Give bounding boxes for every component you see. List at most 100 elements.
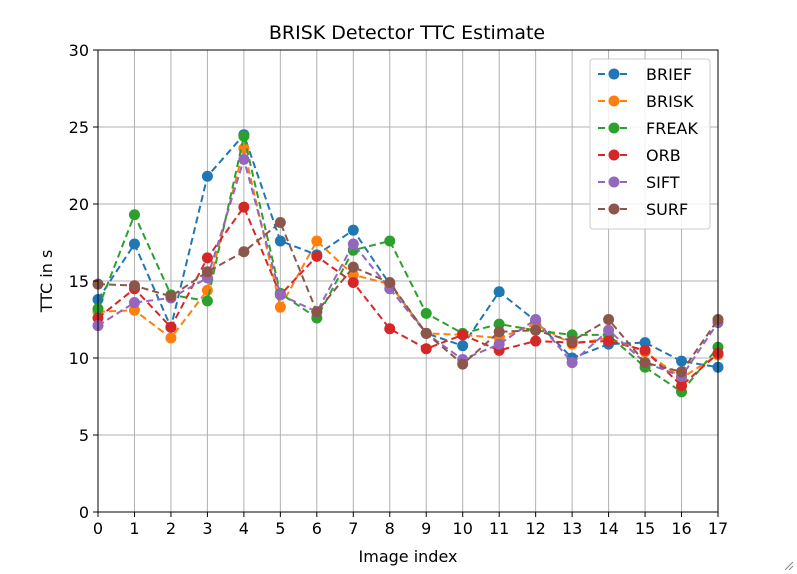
legend: BRIEF BRISK FREAK ORB SIFT SURF <box>589 58 711 230</box>
series-line <box>97 205 719 388</box>
data-point <box>493 286 505 298</box>
data-point <box>603 324 615 336</box>
data-point <box>566 335 578 347</box>
y-axis-label: TTC in s <box>37 250 56 314</box>
data-point <box>347 269 359 281</box>
data-point <box>128 297 140 309</box>
data-point <box>603 335 615 347</box>
data-point <box>238 153 250 165</box>
data-point <box>493 318 505 330</box>
series-line <box>97 132 719 369</box>
data-point <box>420 327 432 339</box>
data-point <box>457 340 469 352</box>
legend-item: SIFT <box>598 173 680 192</box>
x-tick-label: 3 <box>202 519 212 538</box>
legend-marker <box>608 68 620 80</box>
x-tick-label: 10 <box>453 519 473 538</box>
x-tick-label: 11 <box>489 519 509 538</box>
legend-marker <box>608 176 620 188</box>
y-tick-label: 20 <box>69 195 89 214</box>
data-point <box>201 266 213 278</box>
data-point <box>128 280 140 292</box>
x-tick-label: 6 <box>312 519 322 538</box>
legend-marker <box>608 203 620 215</box>
data-point <box>676 366 688 378</box>
data-point <box>128 209 140 221</box>
legend-label: SURF <box>646 200 688 219</box>
data-point <box>457 358 469 370</box>
x-tick-label: 4 <box>239 519 249 538</box>
x-tick-label: 8 <box>385 519 395 538</box>
data-point <box>420 343 432 355</box>
series-orb <box>92 201 724 392</box>
data-point <box>128 304 140 316</box>
resize-grip-icon[interactable] <box>783 560 793 570</box>
data-point <box>676 380 688 392</box>
series-surf <box>92 216 724 378</box>
x-tick-label: 1 <box>129 519 139 538</box>
data-point <box>530 324 542 336</box>
data-point <box>238 201 250 213</box>
data-point <box>165 321 177 333</box>
x-tick-label: 14 <box>598 519 618 538</box>
data-point <box>201 284 213 296</box>
legend-label: BRIEF <box>646 65 692 84</box>
data-point <box>238 246 250 258</box>
data-point <box>493 338 505 350</box>
data-point <box>384 277 396 289</box>
legend-marker <box>608 122 620 134</box>
x-tick-label: 7 <box>348 519 358 538</box>
data-point <box>311 235 323 247</box>
data-point <box>420 307 432 319</box>
data-point <box>201 252 213 264</box>
data-point <box>639 337 651 349</box>
data-point <box>384 323 396 335</box>
series-line <box>97 155 719 378</box>
data-point <box>311 306 323 318</box>
x-tick-label: 2 <box>166 519 176 538</box>
legend-item: SURF <box>598 200 688 219</box>
data-point <box>274 216 286 228</box>
legend-item: FREAK <box>598 119 698 138</box>
x-tick-label: 0 <box>93 519 103 538</box>
legend-label: ORB <box>646 146 681 165</box>
data-point <box>238 130 250 142</box>
data-point <box>639 357 651 369</box>
series-line <box>97 136 719 394</box>
data-point <box>676 355 688 367</box>
data-point <box>493 326 505 338</box>
data-point <box>639 344 651 356</box>
data-point <box>347 261 359 273</box>
legend-marker <box>608 95 620 107</box>
data-point <box>347 277 359 289</box>
data-point <box>347 238 359 250</box>
data-point <box>128 238 140 250</box>
y-tick-label: 25 <box>69 118 89 137</box>
legend-label: FREAK <box>646 119 698 138</box>
chart-title: BRISK Detector TTC Estimate <box>269 22 545 44</box>
x-tick-label: 13 <box>562 519 582 538</box>
x-tick-label: 9 <box>421 519 431 538</box>
data-point <box>311 250 323 262</box>
legend-item: ORB <box>598 146 681 165</box>
y-tick-label: 5 <box>79 426 89 445</box>
series-line <box>97 220 719 373</box>
data-point <box>165 332 177 344</box>
data-point <box>165 290 177 302</box>
legend-item: BRIEF <box>598 65 692 84</box>
data-point <box>274 235 286 247</box>
data-point <box>384 235 396 247</box>
data-point <box>457 329 469 341</box>
y-tick-label: 0 <box>79 503 89 522</box>
data-point <box>347 224 359 236</box>
data-point <box>566 357 578 369</box>
data-point <box>201 170 213 182</box>
x-tick-label: 17 <box>708 519 728 538</box>
data-point <box>274 301 286 313</box>
plot-series <box>92 129 724 398</box>
x-tick-label: 15 <box>635 519 655 538</box>
y-tick-label: 10 <box>69 349 89 368</box>
legend-item: BRISK <box>598 92 694 111</box>
